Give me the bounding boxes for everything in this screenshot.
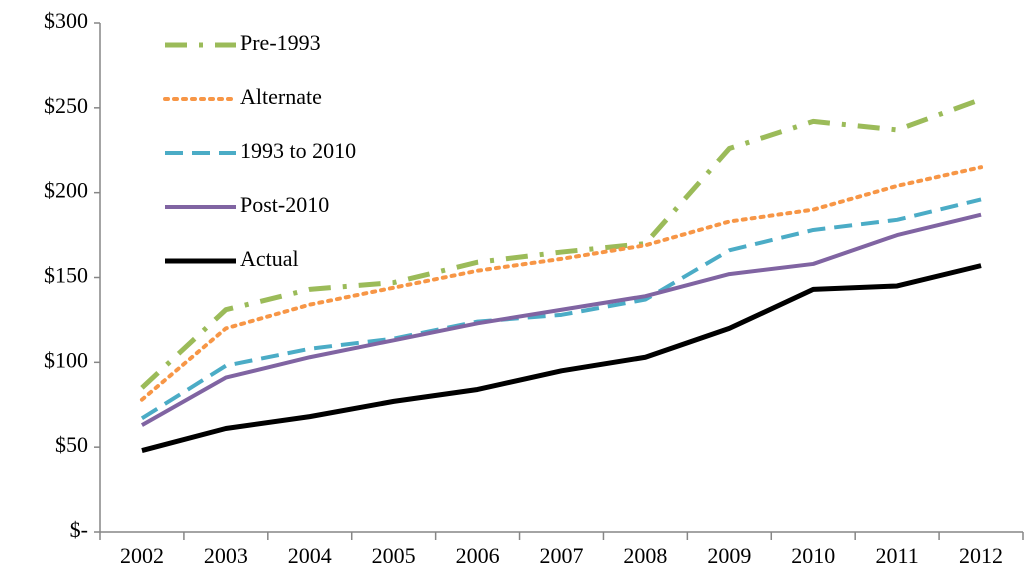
x-tick-label: 2012 [959, 543, 1003, 568]
series-line [141, 263, 982, 453]
x-tick-label: 2009 [707, 543, 751, 568]
legend-label: Post-2010 [240, 192, 329, 217]
series-line [140, 97, 982, 390]
x-tick-label: 2008 [623, 543, 667, 568]
legend-label: Alternate [240, 84, 322, 109]
x-tick-label: 2004 [288, 543, 332, 568]
y-tick-label: $- [70, 517, 88, 542]
legend-label: Pre-1993 [240, 30, 321, 55]
y-tick-label: $300 [44, 8, 88, 33]
x-tick-label: 2010 [791, 543, 835, 568]
series-line [140, 197, 982, 421]
y-tick-label: $100 [44, 347, 88, 372]
x-tick-label: 2005 [372, 543, 416, 568]
x-tick-label: 2011 [876, 543, 919, 568]
y-tick-label: $200 [44, 178, 88, 203]
series-line [140, 212, 982, 427]
y-tick-label: $50 [55, 432, 88, 457]
legend-label: 1993 to 2010 [240, 138, 356, 163]
y-tick-label: $150 [44, 263, 88, 288]
legend-label: Actual [240, 246, 299, 271]
series-line [139, 165, 984, 402]
x-tick-label: 2002 [120, 543, 164, 568]
x-tick-label: 2007 [540, 543, 584, 568]
y-tick-label: $250 [44, 93, 88, 118]
x-tick-label: 2006 [456, 543, 500, 568]
x-tick-label: 2003 [204, 543, 248, 568]
